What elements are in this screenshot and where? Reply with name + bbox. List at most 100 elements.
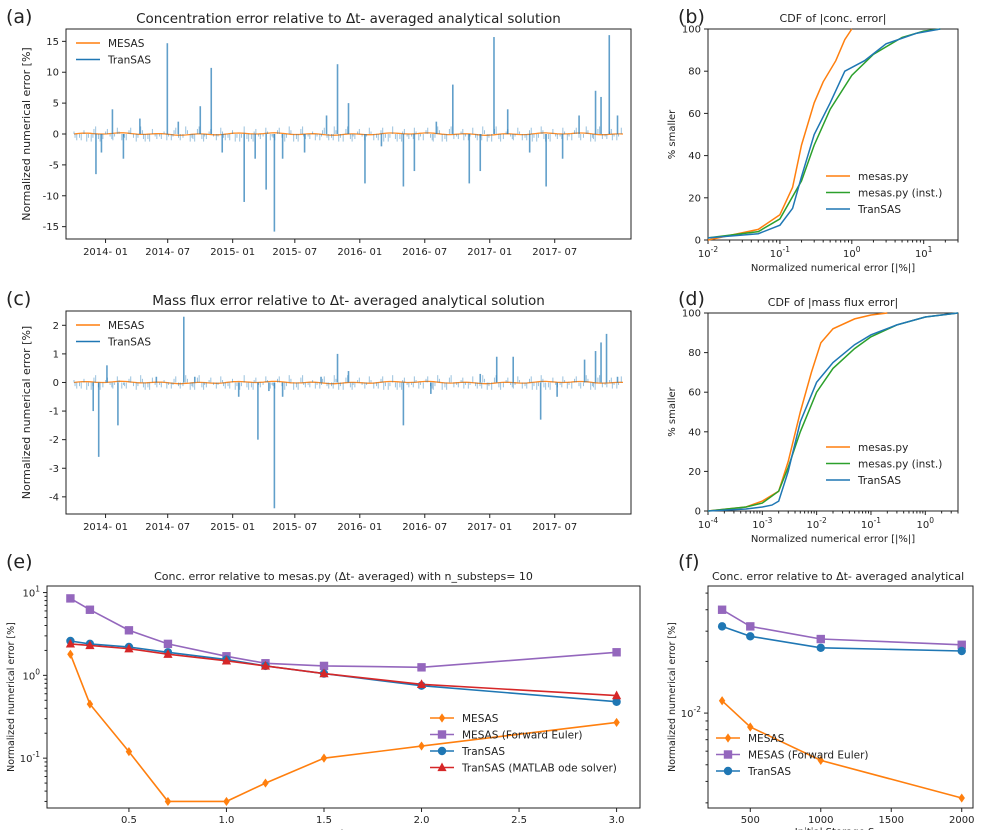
y-axis-label: Normalized numerical error [%] (667, 622, 678, 772)
chart-f: (f) Conc. error relative to Δt- averaged … (667, 551, 974, 830)
x-tick-label: 2016- 07 (402, 522, 447, 533)
x-tick-label: 10-3 (752, 516, 772, 531)
legend: mesas.py mesas.py (inst.) TranSAS (826, 171, 942, 216)
y-tick-label: 0 (695, 236, 701, 247)
x-tick-label: 0.5 (121, 815, 137, 826)
y-axis-label: Normalized numerical error [%] (20, 47, 33, 220)
legend-marker (438, 713, 446, 723)
panel-label: (f) (678, 551, 700, 573)
cdf-line-transas (707, 28, 941, 239)
series-mesas--forward-euler- (717, 605, 966, 649)
legend-label: mesas.py (858, 442, 908, 454)
legend-label: MESAS (Forward Euler) (462, 730, 582, 742)
legend: mesas.py mesas.py (inst.) TranSAS (826, 442, 942, 487)
y-tick-label: 0 (695, 507, 701, 518)
y-tick-label: 10-1 (20, 750, 40, 765)
x-tick-label: 2017- 01 (467, 522, 512, 533)
series-mesas (718, 696, 965, 803)
series-mesas--forward-euler- (66, 594, 621, 672)
series-transas (73, 35, 622, 232)
legend-label: TranSAS (MATLAB ode solver) (461, 763, 617, 775)
x-tick-label: 2015- 07 (272, 247, 317, 258)
chart-title: Conc. error relative to mesas.py (Δt- av… (154, 570, 533, 583)
data-point (418, 741, 425, 751)
x-tick-label: 100 (917, 516, 935, 531)
series-line (70, 643, 617, 697)
data-point (85, 640, 95, 650)
legend-label: mesas.py (inst.) (858, 188, 942, 200)
series-line (721, 625, 962, 652)
y-tick-label: -10 (43, 191, 59, 202)
panel-label: (b) (678, 6, 705, 28)
y-tick-label: 60 (688, 109, 701, 120)
y-tick-label: 20 (688, 467, 701, 478)
data-point (67, 649, 74, 659)
data-point (817, 755, 824, 766)
x-tick-label: 2000 (949, 815, 974, 826)
chart-a: (a) Concentration error relative to Δt- a… (6, 6, 632, 258)
chart-e: (e) Conc. error relative to mesas.py (Δt-… (6, 551, 641, 830)
axes-frame (707, 585, 974, 809)
data-point (612, 697, 621, 706)
y-tick-label: -15 (43, 222, 59, 233)
y-tick-label: 0 (53, 378, 59, 389)
legend-label: TranSAS (857, 475, 901, 487)
data-point (125, 746, 133, 757)
data-point (66, 594, 75, 603)
y-tick-label: 40 (688, 151, 701, 162)
y-tick-label: 2 (53, 321, 59, 332)
y-tick-label: 100 (22, 667, 40, 682)
y-tick-label: 10-2 (681, 705, 701, 720)
data-point (416, 679, 427, 688)
chart-title: Mass flux error relative to Δt- averaged… (152, 293, 545, 309)
data-point (958, 793, 965, 803)
data-point (320, 753, 328, 763)
data-point (718, 696, 726, 706)
data-point (223, 796, 230, 807)
axes-frame (707, 28, 959, 241)
legend-marker (437, 762, 447, 772)
cdf-line-transas (707, 312, 959, 512)
y-tick-label: 1 (53, 349, 59, 360)
x-tick-label: 2014- 07 (145, 247, 190, 258)
x-tick-label: 2015- 01 (210, 522, 255, 533)
data-point (319, 668, 329, 678)
x-tick-label: 2014- 07 (145, 522, 190, 533)
x-tick-label: 1000 (808, 815, 833, 826)
y-tick-label: 0 (53, 130, 59, 141)
x-tick-label: 2016- 07 (402, 247, 447, 258)
x-tick-label: 101 (915, 245, 933, 260)
cdf-line-mesas-py--inst-- (707, 312, 959, 512)
legend: MESAS MESAS (Forward Euler) TranSAS TranSAS… (430, 713, 617, 775)
x-tick-label: 2016- 01 (337, 247, 382, 258)
data-point (613, 717, 620, 728)
x-tick-label: 500 (741, 815, 760, 826)
data-point (319, 661, 329, 671)
x-tick-label: 3.0 (609, 815, 625, 826)
legend-label: MESAS (462, 713, 499, 725)
y-tick-label: 40 (688, 427, 701, 438)
legend-label: TranSAS (461, 746, 505, 758)
series-transas (717, 622, 966, 656)
data-point (957, 640, 966, 649)
data-point (746, 632, 755, 641)
x-axis-label: Normalized numerical error [|%|] (751, 534, 915, 545)
chart-b: (b) CDF of |conc. error| Normalized numeri… (667, 6, 959, 274)
legend-label: mesas.py (inst.) (858, 459, 942, 471)
data-point (957, 646, 966, 656)
x-tick-label: 1500 (879, 815, 904, 826)
data-point (124, 643, 134, 653)
legend-marker (723, 750, 733, 759)
y-tick-label: -2 (49, 435, 59, 446)
y-tick-label: 101 (22, 585, 40, 600)
y-axis-label: Normalized numerical error [%] (6, 622, 17, 772)
x-tick-label: 1.0 (219, 815, 235, 826)
data-point (747, 722, 754, 732)
y-tick-label: -1 (49, 407, 59, 418)
data-point (164, 796, 172, 807)
x-axis-label: Initial Storage Sinit (795, 827, 886, 830)
series-line (721, 609, 962, 646)
cdf-line-mesas-py (707, 312, 888, 512)
y-tick-label: -5 (49, 160, 59, 171)
